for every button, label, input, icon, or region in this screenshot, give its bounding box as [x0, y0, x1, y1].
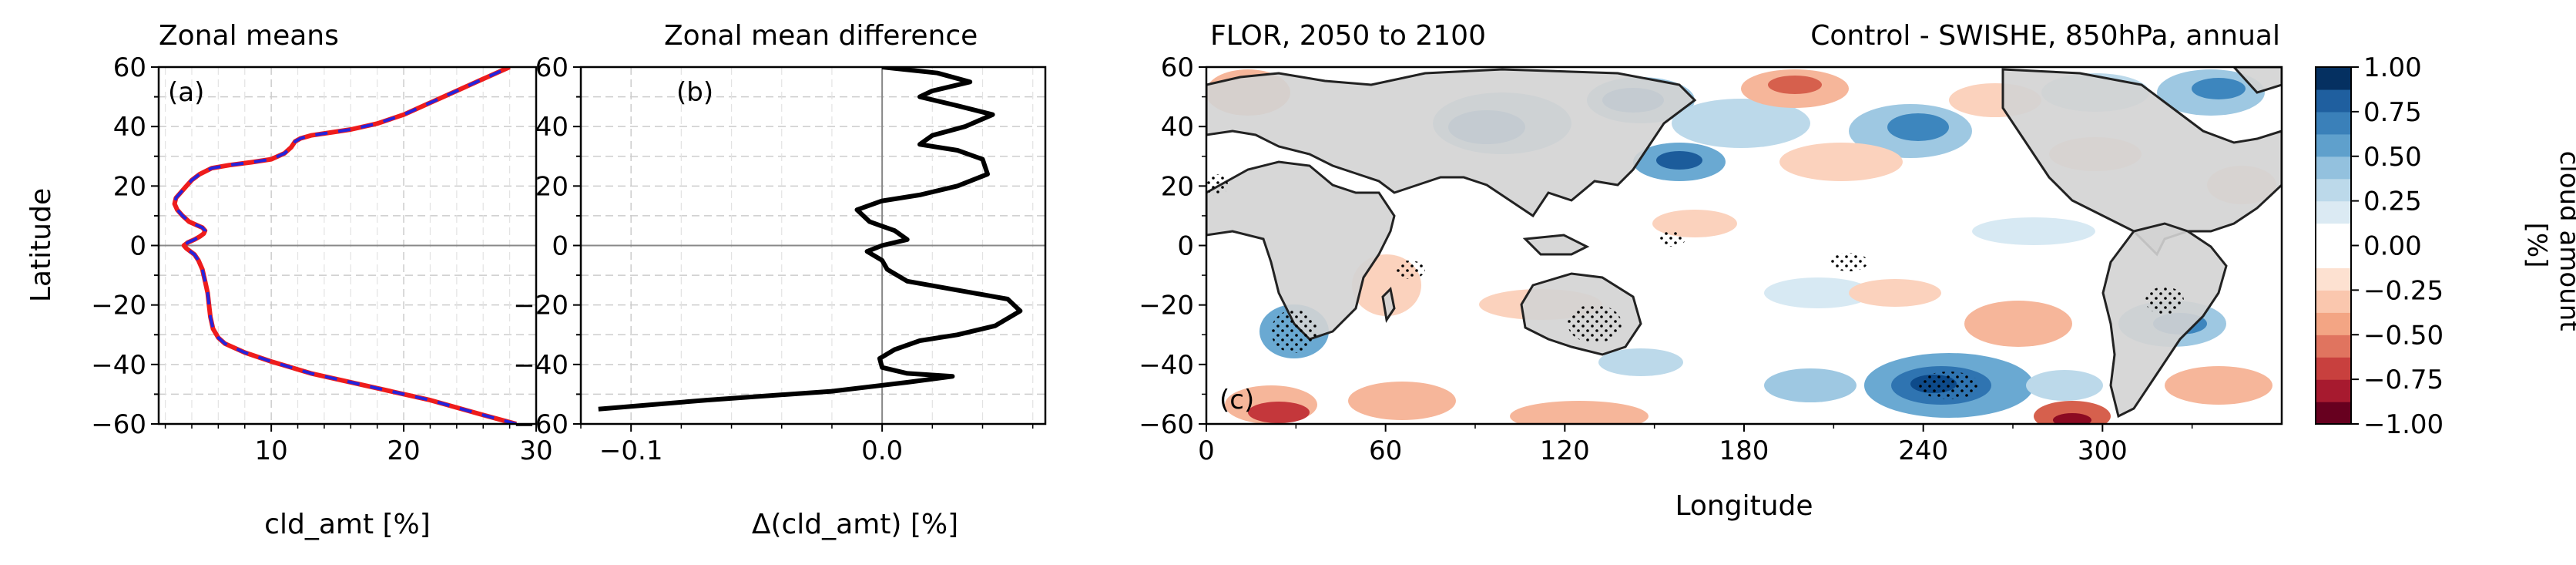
- colorbar-tick-label: −1.00: [2363, 409, 2444, 440]
- y-tick-label: −60: [513, 409, 569, 440]
- panel-b: Zonal mean difference −60 −40 −20 0 20 40 60 −0…: [513, 20, 1047, 540]
- y-tick-label: 0: [552, 231, 569, 262]
- panel-b-ticks: −60 −40 −20 0 20 40 60 −0.1 0.0: [513, 52, 1034, 466]
- colorbar-ticks: 1.00 0.75 0.50 0.25 0.00 −0.25 −0.50 −0.75 −1.00: [2351, 52, 2444, 440]
- colorbar-tick-label: −0.75: [2363, 365, 2444, 395]
- panel-c-ticks: −60 −40 −20 0 20 40 60 0 60 120 180 240 300: [1139, 52, 2193, 466]
- colorbar-steps: [2316, 67, 2351, 425]
- colorbar-label-line2: [%]: [2521, 223, 2552, 268]
- y-tick-label: 20: [113, 171, 146, 202]
- colorbar-step: [2316, 133, 2351, 157]
- x-tick-label: 60: [1369, 436, 1402, 466]
- y-tick-label: 60: [113, 52, 146, 83]
- panel-a-title: Zonal means: [159, 20, 339, 52]
- y-tick-label: −20: [1139, 291, 1194, 321]
- colorbar-step: [2316, 223, 2351, 247]
- colorbar-tick-label: 0.00: [2363, 231, 2422, 262]
- colorbar-step: [2316, 245, 2351, 269]
- land-madagascar: [1381, 286, 1396, 323]
- y-tick-label: −60: [91, 409, 146, 440]
- y-tick-label: 60: [1161, 52, 1194, 83]
- colorbar-step: [2316, 111, 2351, 135]
- colorbar-tick-label: 0.75: [2363, 97, 2422, 128]
- panel-c-title-right: Control - SWISHE, 850hPa, annual: [1810, 20, 2280, 52]
- land-indonesia: [1522, 234, 1590, 256]
- panel-a-ticks: −60 −40 −20 0 20 40 60 10 20 30: [91, 52, 552, 466]
- x-tick-label: 240: [1898, 436, 1948, 466]
- y-tick-label: −40: [513, 350, 569, 381]
- panel-b-xlabel: Δ(cld_amt) [%]: [752, 509, 958, 540]
- colorbar-step: [2316, 178, 2351, 202]
- panel-c-xlabel: Longitude: [1675, 490, 1813, 522]
- x-tick-label: 180: [1719, 436, 1769, 466]
- colorbar-tick-label: 0.50: [2363, 142, 2422, 173]
- colorbar-step: [2316, 67, 2351, 90]
- panel-a: Zonal means −60 −40 −20 0 20 40 60 10 20 30 (a) c…: [25, 20, 553, 540]
- panel-a-label: (a): [168, 77, 204, 108]
- land-greenland: [2232, 67, 2282, 94]
- panel-a-lines: [172, 67, 517, 424]
- y-tick-label: −20: [91, 291, 146, 321]
- colorbar-tick-label: 1.00: [2363, 52, 2422, 83]
- y-tick-label: 0: [129, 231, 146, 262]
- land-americas: [2001, 68, 2282, 257]
- colorbar-tick-label: −0.25: [2363, 275, 2444, 306]
- panel-a-xlabel: cld_amt [%]: [264, 509, 431, 540]
- y-tick-label: 0: [1177, 231, 1194, 262]
- colorbar-step: [2316, 200, 2351, 224]
- panel-c-label: (c): [1219, 385, 1254, 415]
- land-europe-asia: [1206, 68, 1697, 218]
- colorbar-step: [2316, 156, 2351, 180]
- panel-b-title: Zonal mean difference: [664, 20, 978, 52]
- y-tick-label: −40: [1139, 350, 1194, 381]
- panel-a-ylabel: Latitude: [25, 188, 57, 302]
- x-tick-label: 10: [255, 436, 288, 466]
- x-tick-label: 30: [519, 436, 552, 466]
- stippling: [1206, 174, 2184, 399]
- colorbar-step: [2316, 89, 2351, 113]
- colorbar-step: [2316, 312, 2351, 335]
- colorbar-label-line1: cloud amount: [2554, 151, 2576, 331]
- land-masses: [1206, 67, 2282, 419]
- colorbar-step: [2316, 379, 2351, 402]
- colorbar-tick-label: −0.50: [2363, 320, 2444, 351]
- y-tick-label: 20: [1161, 171, 1194, 202]
- panel-b-lines: [598, 67, 1023, 412]
- x-tick-label: 20: [387, 436, 420, 466]
- colorbar-step: [2316, 290, 2351, 313]
- land-south-america: [2101, 222, 2228, 419]
- x-tick-label: 0.0: [861, 436, 903, 466]
- y-tick-label: −40: [91, 350, 146, 381]
- land-africa: [1206, 160, 1396, 341]
- colorbar-label: cloud amount [%]: [2521, 151, 2576, 340]
- y-tick-label: 40: [1161, 112, 1194, 143]
- panel-b-label: (b): [676, 77, 713, 108]
- colorbar-tick-label: 0.25: [2363, 187, 2422, 217]
- x-tick-label: 300: [2078, 436, 2128, 466]
- x-tick-label: 120: [1540, 436, 1590, 466]
- y-tick-label: 40: [535, 112, 569, 143]
- x-tick-label: −0.1: [599, 436, 663, 466]
- series-line-1: [173, 67, 517, 424]
- colorbar: 1.00 0.75 0.50 0.25 0.00 −0.25 −0.50 −0.75 −1.00…: [2315, 52, 2576, 440]
- colorbar-step: [2316, 402, 2351, 425]
- series-line-0: [598, 67, 1023, 412]
- map-field: [1206, 67, 2282, 424]
- y-tick-label: 40: [113, 112, 146, 143]
- panel-c-title-left: FLOR, 2050 to 2100: [1210, 20, 1486, 52]
- colorbar-step: [2316, 335, 2351, 358]
- colorbar-step: [2316, 357, 2351, 380]
- y-tick-label: −20: [513, 291, 569, 321]
- colorbar-step: [2316, 267, 2351, 291]
- x-tick-label: 0: [1198, 436, 1215, 466]
- panel-c: FLOR, 2050 to 2100 Control - SWISHE, 850…: [1139, 20, 2283, 522]
- y-tick-label: −60: [1139, 409, 1194, 440]
- y-tick-label: 60: [535, 52, 569, 83]
- y-tick-label: 20: [535, 171, 569, 202]
